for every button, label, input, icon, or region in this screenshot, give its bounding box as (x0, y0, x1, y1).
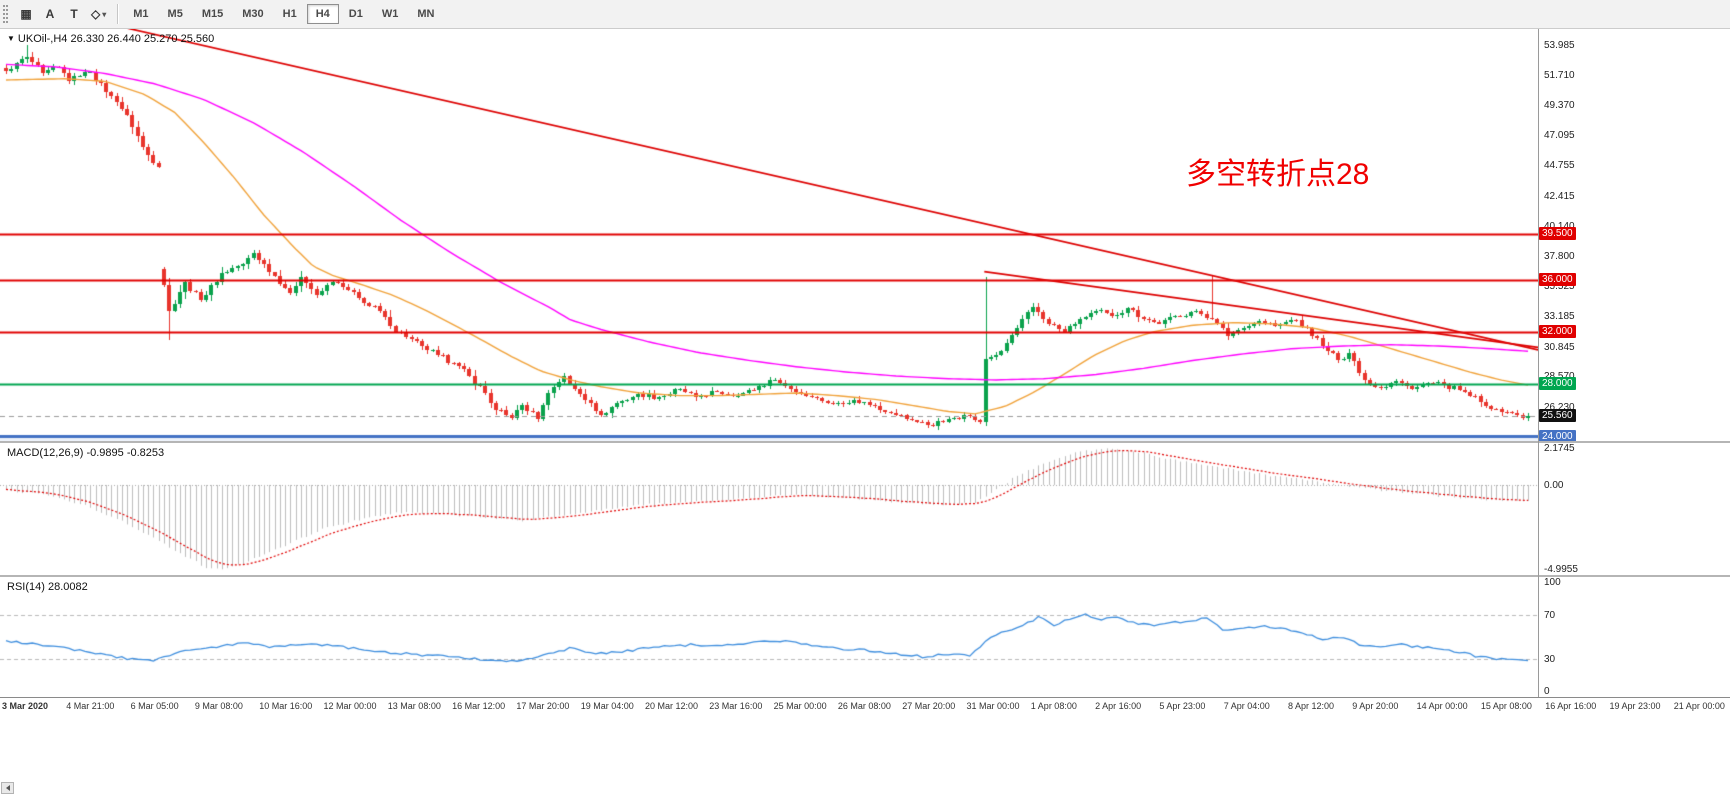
level-price-badge: 24.000 (1539, 429, 1576, 443)
rsi-axis-label: 30 (1544, 654, 1556, 666)
level-price-badge: 28.000 (1539, 377, 1576, 391)
time-axis[interactable]: 3 Mar 2020 4 Mar 21:00 6 Mar 05:00 9 Mar 08… (0, 697, 1730, 715)
rsi-axis-label: 100 (1544, 577, 1561, 588)
time-axis-label: 9 Apr 20:00 (1352, 701, 1399, 711)
toolbar-gripper[interactable] (3, 5, 8, 23)
left-arrow-icon (5, 785, 10, 791)
symbol-info: ▼ UKOil-,H4 26.330 26.440 25.270 25.560 (7, 33, 214, 45)
time-axis-label: 20 Mar 12:00 (645, 701, 699, 711)
macd-canvas[interactable] (0, 443, 1538, 575)
price-axis-label: 30.845 (1544, 341, 1575, 353)
time-axis-label: 31 Mar 00:00 (966, 701, 1020, 711)
time-axis-label: 8 Apr 12:00 (1288, 701, 1335, 711)
rsi-panel: RSI(14) 28.0082 100 70 30 0 (0, 577, 1730, 697)
time-axis-label: 13 Mar 08:00 (387, 701, 441, 711)
price-axis-label: 42.415 (1544, 190, 1575, 202)
time-axis-label: 27 Mar 20:00 (902, 701, 956, 711)
price-axis-label: 44.755 (1544, 160, 1575, 172)
time-axis-label: 5 Apr 23:00 (1159, 701, 1206, 711)
cursor-icon: A (45, 7, 55, 21)
time-axis-label: 21 Apr 00:00 (1673, 701, 1725, 711)
timeframe-h1-button[interactable]: H1 (282, 8, 297, 20)
timeframe-mn-button[interactable]: MN (417, 8, 435, 20)
macd-axis-label: -4.9955 (1544, 564, 1578, 575)
time-axis-label: 23 Mar 16:00 (709, 701, 763, 711)
timeframe-m5-button[interactable]: M5 (167, 8, 183, 20)
time-axis-label: 6 Mar 05:00 (130, 701, 179, 711)
price-axis-label: 47.095 (1544, 129, 1575, 141)
dropdown-caret-icon: ▾ (102, 9, 107, 19)
time-axis-label: 16 Apr 16:00 (1545, 701, 1597, 711)
time-axis-label: 9 Mar 08:00 (194, 701, 243, 711)
price-scale-border (1538, 29, 1539, 697)
price-chart-panel: ▼ UKOil-,H4 26.330 26.440 25.270 25.560 多… (0, 29, 1730, 443)
crosshair-icon: ▦ (20, 7, 32, 21)
price-axis-label: 35.525 (1544, 280, 1575, 292)
rsi-axis-label: 70 (1544, 609, 1556, 621)
symbol-ohlc-text: UKOil-,H4 26.330 26.440 25.270 25.560 (17, 33, 215, 45)
price-axis-label: 53.985 (1544, 39, 1575, 51)
toolbar: ▦ A T ◇ ▾ M1 M5 M15 M30 H1 H4 D1 W1 MN (0, 0, 1730, 29)
level-price-badge: 32.000 (1539, 325, 1576, 339)
tool-cursor-button[interactable]: A (38, 3, 62, 25)
toolbar-separator (117, 4, 119, 24)
tool-crosshair-button[interactable]: ▦ (14, 3, 38, 25)
time-axis-label: 19 Apr 23:00 (1609, 701, 1661, 711)
price-axis-label: 33.185 (1544, 311, 1575, 323)
timeframe-m30-button[interactable]: M30 (242, 8, 264, 20)
time-axis-label: 2 Apr 16:00 (1095, 701, 1142, 711)
time-axis-label: 19 Mar 04:00 (580, 701, 634, 711)
price-axis-label: 51.710 (1544, 69, 1575, 81)
time-axis-label: 12 Mar 00:00 (323, 701, 377, 711)
macd-label: MACD(12,26,9) -0.9895 -0.8253 (7, 447, 165, 459)
macd-axis-label: 2.1745 (1544, 443, 1575, 454)
price-scale[interactable]: 53.985 51.710 49.370 47.095 44.755 42.415 40.1… (1538, 29, 1729, 443)
time-axis-label: 17 Mar 20:00 (516, 701, 570, 711)
text-label-icon: T (70, 7, 78, 21)
time-axis-label: 14 Apr 00:00 (1416, 701, 1468, 711)
time-axis-label: 3 Mar 2020 (2, 701, 49, 711)
hscroll-left-button[interactable] (1, 782, 14, 794)
macd-scale: 2.1745 0.00 -4.9955 (1538, 443, 1729, 575)
price-axis-label: 49.370 (1544, 100, 1575, 112)
rsi-label: RSI(14) 28.0082 (7, 581, 88, 593)
panel-splitter[interactable] (0, 575, 1730, 577)
level-price-badge: 36.000 (1539, 273, 1576, 287)
rsi-axis-label: 0 (1544, 686, 1550, 697)
macd-panel: MACD(12,26,9) -0.9895 -0.8253 2.1745 0.00… (0, 443, 1730, 575)
price-axis-label: 40.140 (1544, 220, 1575, 232)
timeframe-w1-button[interactable]: W1 (381, 8, 399, 20)
time-axis-label: 4 Mar 21:00 (66, 701, 115, 711)
rsi-canvas[interactable] (0, 577, 1538, 697)
panel-splitter[interactable] (0, 441, 1730, 443)
price-chart-canvas[interactable] (0, 29, 1538, 441)
time-axis-label: 10 Mar 16:00 (259, 701, 313, 711)
symbol-dropdown-icon: ▼ (7, 34, 15, 43)
tool-button-group: ▦ A T ◇ ▾ (14, 3, 111, 25)
time-axis-label: 7 Apr 04:00 (1223, 701, 1270, 711)
timeframe-m1-button[interactable]: M1 (133, 8, 149, 20)
time-axis-label: 26 Mar 08:00 (837, 701, 891, 711)
time-axis-label: 16 Mar 12:00 (452, 701, 506, 711)
shapes-icon: ◇ (91, 7, 101, 21)
tool-shapes-button[interactable]: ◇ ▾ (86, 3, 111, 25)
tool-text-label-button[interactable]: T (62, 3, 86, 25)
timeframe-button-group: M1 M5 M15 M30 H1 H4 D1 W1 MN (124, 4, 444, 24)
macd-axis-label: 0.00 (1544, 479, 1564, 491)
time-axis-label: 25 Mar 00:00 (773, 701, 827, 711)
current-price-badge: 25.560 (1539, 409, 1576, 423)
level-price-badge: 39.500 (1539, 227, 1576, 241)
chart-annotation[interactable]: 多空转折点28 (1186, 158, 1370, 191)
price-axis-label: 37.800 (1544, 251, 1575, 263)
time-axis-label: 1 Apr 08:00 (1030, 701, 1077, 711)
price-axis-label: 28.570 (1544, 371, 1575, 382)
rsi-scale: 100 70 30 0 (1538, 577, 1729, 697)
timeframe-m15-button[interactable]: M15 (201, 8, 224, 20)
price-axis-label: 26.230 (1544, 401, 1575, 413)
bottom-workspace (0, 715, 1730, 795)
time-axis-label: 15 Apr 08:00 (1480, 701, 1532, 711)
timeframe-d1-button[interactable]: D1 (348, 8, 363, 20)
timeframe-h4-button[interactable]: H4 (306, 4, 339, 24)
